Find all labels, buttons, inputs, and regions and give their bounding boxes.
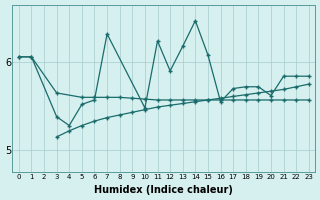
X-axis label: Humidex (Indice chaleur): Humidex (Indice chaleur): [94, 185, 233, 195]
